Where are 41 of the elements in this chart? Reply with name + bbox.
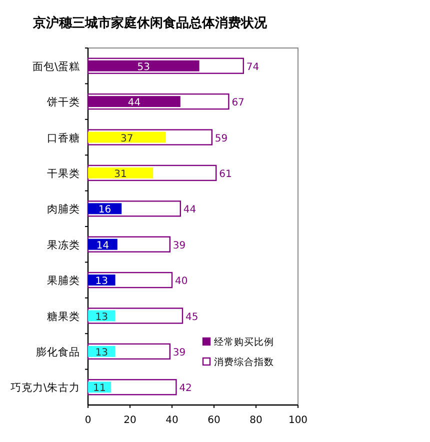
legend-label: 消费综合指数 <box>214 356 274 368</box>
y-tick-label: 果脯类 <box>47 274 80 288</box>
data-label: 40 <box>175 276 188 288</box>
x-tick-label: 0 <box>84 415 92 426</box>
data-label: 53 <box>137 62 150 73</box>
data-label: 39 <box>172 347 186 358</box>
x-tick-label: 100 <box>288 415 308 426</box>
data-label: 31 <box>114 168 127 180</box>
bar <box>88 132 166 143</box>
data-label: 45 <box>186 312 198 323</box>
y-tick-label: 肉脯类 <box>47 202 80 216</box>
bar <box>88 167 154 178</box>
y-tick-label: 面包\蛋糕 <box>32 60 80 73</box>
data-label: 13 <box>95 347 108 358</box>
data-label: 67 <box>232 98 244 109</box>
y-tick-label: 糖果类 <box>47 310 80 323</box>
y-tick-label: 巧克力\朱古力 <box>10 381 80 394</box>
y-tick-label: 干果类 <box>47 166 80 180</box>
data-label: 44 <box>183 204 196 216</box>
data-label: 37 <box>120 133 134 144</box>
x-tick-label: 20 <box>124 415 136 426</box>
title: 京沪穗三城市家庭休闲食品总体消费状况 <box>33 16 267 31</box>
x-tick-label: 60 <box>208 415 220 426</box>
data-label: 16 <box>98 204 112 216</box>
data-label: 11 <box>93 383 106 394</box>
data-label: 44 <box>128 98 141 109</box>
data-label: 39 <box>172 240 186 252</box>
x-tick-label: 40 <box>166 415 178 426</box>
data-label: 59 <box>214 133 228 144</box>
y-tick-label: 果冻类 <box>47 238 80 252</box>
data-label: 42 <box>179 383 192 394</box>
data-label: 14 <box>96 240 110 252</box>
data-label: 13 <box>95 312 108 323</box>
y-tick-label: 口香糖 <box>47 131 80 144</box>
legend-label: 经常购买比例 <box>214 336 274 348</box>
data-label: 61 <box>219 168 232 180</box>
x-tick-label: 80 <box>250 415 262 426</box>
data-label: 13 <box>95 276 108 288</box>
y-tick-label: 膨化食品 <box>36 345 80 358</box>
y-tick-label: 饼干类 <box>46 96 80 109</box>
data-label: 74 <box>246 62 260 73</box>
